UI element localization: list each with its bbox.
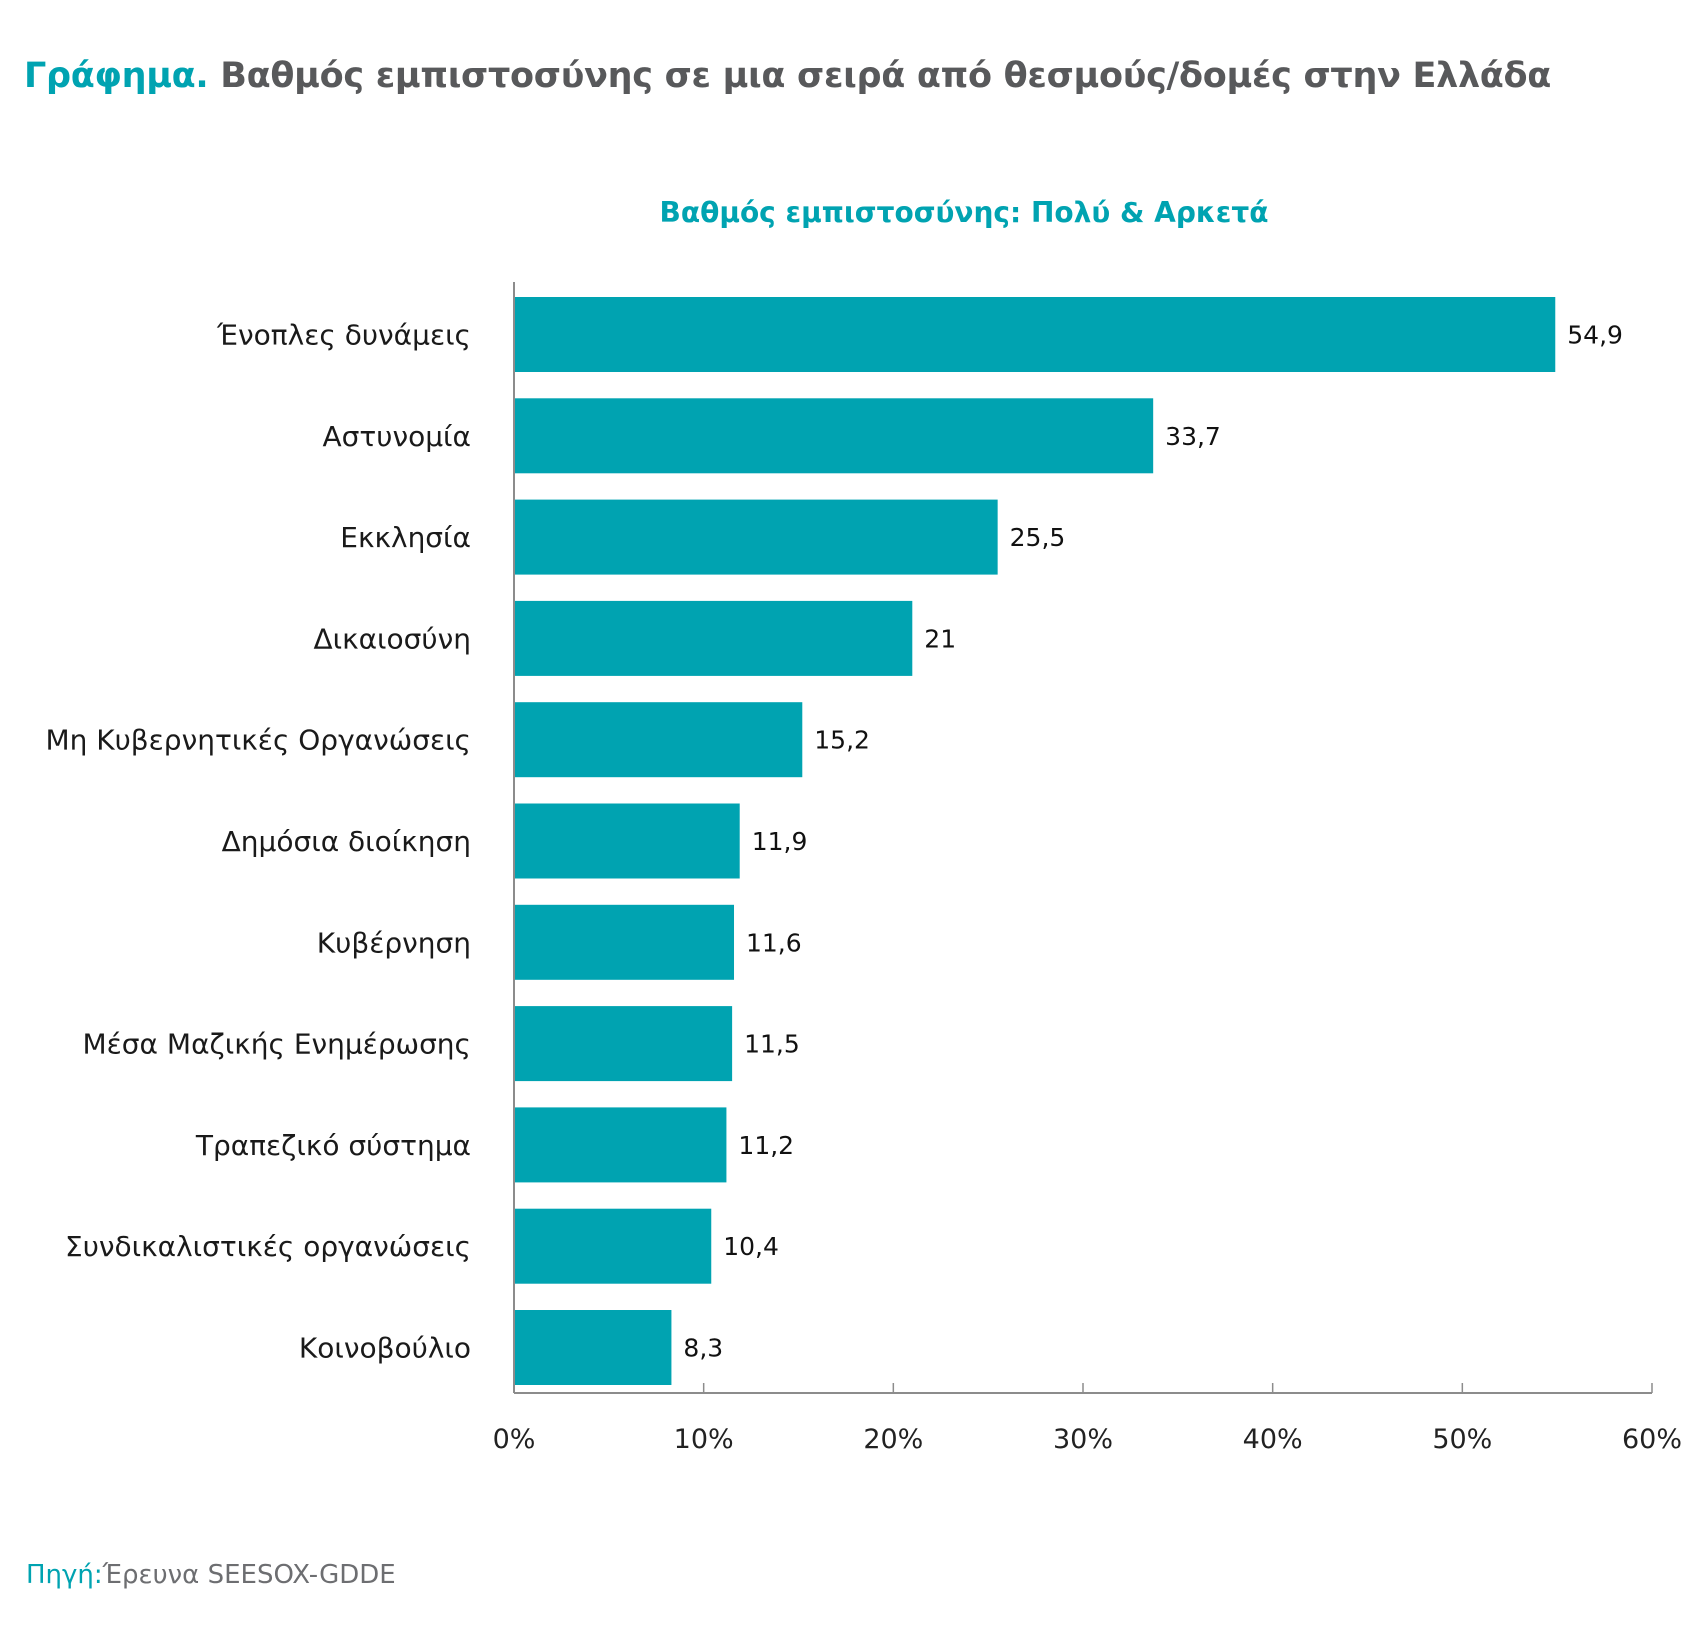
bar bbox=[515, 1107, 727, 1183]
bar bbox=[515, 297, 1556, 372]
category-label: Αστυνομία bbox=[323, 420, 471, 453]
x-tick-label: 40% bbox=[1243, 1424, 1303, 1455]
bar bbox=[515, 803, 740, 879]
bar bbox=[515, 499, 998, 575]
bar bbox=[515, 398, 1154, 474]
bar bbox=[515, 1006, 733, 1082]
bar bbox=[515, 600, 913, 676]
data-label: 25,5 bbox=[1010, 523, 1066, 552]
bar bbox=[515, 1310, 672, 1385]
data-label: 11,9 bbox=[752, 827, 808, 856]
data-label: 8,3 bbox=[683, 1334, 723, 1363]
title-text: Βαθμός εμπιστοσύνης σε μια σειρά από θεσ… bbox=[208, 56, 1552, 96]
bar bbox=[515, 904, 735, 980]
source-label: Πηγή: bbox=[26, 1560, 103, 1590]
category-label: Δικαιοσύνη bbox=[313, 622, 471, 655]
x-tick-label: 50% bbox=[1432, 1424, 1492, 1455]
data-label: 21 bbox=[924, 624, 956, 653]
data-label: 33,7 bbox=[1165, 422, 1221, 451]
category-label: Δημόσια διοίκηση bbox=[222, 825, 471, 858]
category-label: Μη Κυβερνητικές Οργανώσεις bbox=[45, 724, 471, 757]
category-label: Κοινοβούλιο bbox=[299, 1332, 471, 1365]
source-note: Πηγή:Έρευνα SEESOX-GDDE bbox=[26, 1560, 396, 1590]
bar bbox=[515, 702, 803, 778]
source-text: Έρευνα SEESOX-GDDE bbox=[102, 1560, 396, 1590]
category-label: Κυβέρνηση bbox=[317, 926, 471, 959]
category-label: Συνδικαλιστικές οργανώσεις bbox=[65, 1230, 471, 1263]
x-tick-label: 10% bbox=[674, 1424, 734, 1455]
bar bbox=[515, 1208, 712, 1284]
chart-main-title: Γράφημα. Βαθμός εμπιστοσύνης σε μια σειρ… bbox=[24, 56, 1551, 96]
data-label: 11,2 bbox=[738, 1131, 794, 1160]
data-label: 11,6 bbox=[746, 928, 802, 957]
x-tick-label: 60% bbox=[1622, 1424, 1682, 1455]
chart-subtitle: Βαθμός εμπιστοσύνης: Πολύ & Αρκετά bbox=[659, 196, 1269, 229]
x-tick-label: 30% bbox=[1053, 1424, 1113, 1455]
data-label: 15,2 bbox=[814, 726, 870, 755]
x-tick-label: 20% bbox=[863, 1424, 923, 1455]
x-tick-label: 0% bbox=[493, 1424, 536, 1455]
category-label: Ένοπλες δυνάμεις bbox=[216, 319, 471, 352]
data-label: 54,9 bbox=[1567, 321, 1623, 350]
category-label: Τραπεζικό σύστημα bbox=[195, 1129, 471, 1162]
category-label: Εκκλησία bbox=[340, 521, 471, 554]
category-label: Μέσα Μαζικής Ενημέρωσης bbox=[83, 1028, 471, 1061]
data-label: 10,4 bbox=[723, 1232, 779, 1261]
data-label: 11,5 bbox=[744, 1030, 800, 1059]
title-lead: Γράφημα. bbox=[24, 56, 209, 96]
